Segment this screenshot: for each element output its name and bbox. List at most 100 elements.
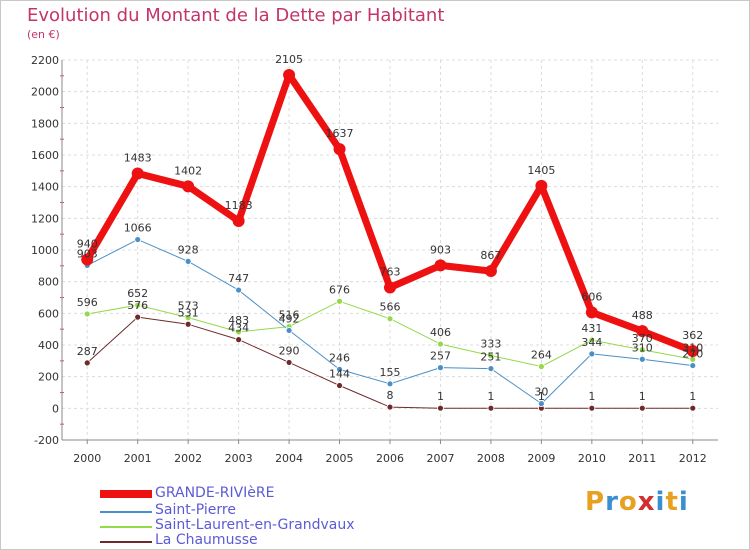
data-label: 566 <box>380 301 401 314</box>
data-point <box>386 380 394 388</box>
y-tick-label: -200 <box>34 434 59 447</box>
data-label: 576 <box>127 299 148 312</box>
data-point <box>336 382 343 389</box>
data-label: 928 <box>178 243 199 256</box>
data-point <box>638 404 646 412</box>
data-point <box>235 328 243 336</box>
data-label: 763 <box>380 266 401 279</box>
data-point <box>81 253 94 266</box>
data-point <box>83 359 91 367</box>
data-label: 1405 <box>527 164 555 177</box>
data-point <box>83 310 91 318</box>
data-point <box>182 180 195 193</box>
data-label: 370 <box>632 332 653 345</box>
data-point <box>336 365 343 373</box>
data-point <box>333 143 346 156</box>
data-point <box>134 313 142 321</box>
data-point <box>437 340 444 348</box>
x-tick-label: 2011 <box>628 452 656 465</box>
data-point <box>283 69 296 82</box>
data-label: 1 <box>538 390 545 403</box>
data-point <box>134 236 142 243</box>
data-point <box>384 281 396 294</box>
data-point <box>588 404 596 412</box>
data-label: 290 <box>279 344 300 357</box>
data-point <box>487 352 495 360</box>
y-tick-label: 200 <box>38 371 59 384</box>
data-point <box>437 364 444 372</box>
data-point <box>537 400 545 407</box>
data-label: 516 <box>279 309 300 322</box>
logo-letter: P <box>585 487 606 517</box>
data-point <box>437 404 444 412</box>
data-point <box>638 355 646 363</box>
data-label: 596 <box>77 296 98 309</box>
legend-swatch <box>100 490 152 498</box>
data-label: 1 <box>639 390 646 403</box>
data-point <box>336 297 343 305</box>
data-point <box>689 362 697 369</box>
data-label: 310 <box>682 341 703 354</box>
data-label: 573 <box>178 300 199 313</box>
x-tick-label: 2009 <box>527 452 555 465</box>
data-point <box>434 259 447 272</box>
legend-label: Saint-Pierre <box>155 502 236 518</box>
data-label: 287 <box>77 345 98 358</box>
grid <box>62 59 718 441</box>
data-label: 1637 <box>326 127 354 140</box>
legend-swatch <box>100 511 152 513</box>
data-label: 747 <box>228 272 249 285</box>
y-tick-label: 1600 <box>31 149 59 162</box>
x-tick-label: 2007 <box>426 452 454 465</box>
data-label: 1402 <box>174 164 202 177</box>
y-tick-label: 0 <box>52 402 59 415</box>
data-point <box>689 404 697 412</box>
x-tick-label: 2000 <box>73 452 101 465</box>
data-point <box>386 403 394 411</box>
x-tick-label: 2003 <box>225 452 253 465</box>
data-label: 2105 <box>275 53 303 66</box>
x-tick-labels: 2000 2001 2002 2003 2004 2005 2006 2007 2008 2009… <box>73 452 707 465</box>
data-label: 1183 <box>225 199 253 212</box>
data-point <box>232 215 245 228</box>
data-label: 492 <box>279 312 300 325</box>
data-label: 1483 <box>124 152 152 165</box>
legend-swatch <box>100 541 152 543</box>
data-label: 251 <box>480 351 501 364</box>
data-point <box>285 359 293 366</box>
data-label: 531 <box>178 306 199 319</box>
data-point <box>585 306 598 319</box>
data-label: 270 <box>682 348 703 361</box>
y-tick-label: 2200 <box>31 54 59 67</box>
data-point <box>484 265 497 278</box>
data-label: 8 <box>387 389 394 402</box>
axes <box>60 60 718 444</box>
data-point <box>487 365 495 372</box>
data-point <box>184 320 192 328</box>
data-label: 1 <box>487 390 494 403</box>
data-label: 1 <box>588 390 595 403</box>
y-tick-labels: -200 0 200 400 600 800 1000 1200 1400 1600 1800 200… <box>31 54 59 447</box>
data-label: 606 <box>581 290 602 303</box>
data-label: 30 <box>534 386 548 399</box>
y-tick-label: 1000 <box>31 244 59 257</box>
data-point <box>636 325 649 338</box>
y-tick-label: 1200 <box>31 212 59 225</box>
x-tick-label: 2008 <box>477 452 505 465</box>
data-label: 144 <box>329 368 350 381</box>
logo-letter: r <box>605 487 619 517</box>
logo-letter: i <box>678 487 689 517</box>
chart-title: Evolution du Montant de la Dette par Hab… <box>27 5 445 26</box>
legend-label: Saint-Laurent-en-Grandvaux <box>155 517 355 533</box>
data-label: 1 <box>689 390 696 403</box>
y-tick-label: 800 <box>38 276 59 289</box>
data-label: 483 <box>228 314 249 327</box>
data-label: 246 <box>329 351 350 364</box>
y-tick-label: 1800 <box>31 117 59 130</box>
data-point <box>184 257 192 265</box>
data-point <box>588 350 596 358</box>
data-point <box>131 167 144 180</box>
data-label: 903 <box>430 243 451 256</box>
